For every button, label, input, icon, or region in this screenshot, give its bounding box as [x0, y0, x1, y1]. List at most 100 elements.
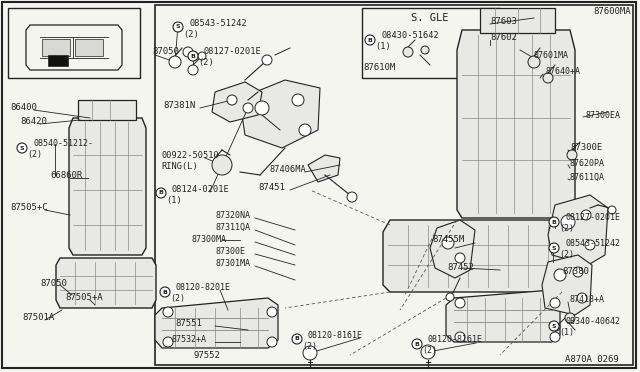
Circle shape: [163, 337, 173, 347]
Text: 97552: 97552: [193, 350, 220, 359]
Text: (2): (2): [559, 224, 574, 234]
Circle shape: [212, 155, 232, 175]
Text: 87380: 87380: [562, 267, 589, 276]
Circle shape: [549, 217, 559, 227]
Text: (1): (1): [375, 42, 391, 51]
Circle shape: [577, 293, 587, 303]
Circle shape: [608, 206, 616, 214]
Text: 87301MA: 87301MA: [215, 260, 250, 269]
Text: (2): (2): [198, 58, 214, 67]
Text: 87050: 87050: [152, 48, 179, 57]
Circle shape: [421, 46, 429, 54]
Text: 87532+A: 87532+A: [172, 336, 207, 344]
Text: S: S: [552, 324, 556, 328]
Circle shape: [303, 346, 317, 360]
Text: B: B: [367, 38, 372, 42]
Circle shape: [267, 337, 277, 347]
Circle shape: [455, 332, 465, 342]
Text: S: S: [20, 145, 24, 151]
Circle shape: [292, 94, 304, 106]
Text: 86400: 86400: [10, 103, 37, 112]
Text: 87311QA: 87311QA: [215, 222, 250, 231]
Text: B: B: [294, 337, 300, 341]
Text: S: S: [176, 25, 180, 29]
Bar: [42, 39, 70, 56]
Text: 87300E: 87300E: [570, 144, 602, 153]
Text: 87300EA: 87300EA: [586, 110, 621, 119]
Text: 08543-51242: 08543-51242: [565, 240, 620, 248]
Bar: [78, 100, 136, 120]
Circle shape: [543, 73, 553, 83]
Bar: [8, 8, 140, 78]
Polygon shape: [548, 195, 608, 265]
Circle shape: [169, 56, 181, 68]
Text: 08540-51212-: 08540-51212-: [33, 140, 93, 148]
Text: 08340-40642: 08340-40642: [565, 317, 620, 327]
Text: 87418+A: 87418+A: [570, 295, 605, 305]
Text: 87602: 87602: [490, 33, 517, 42]
Text: 87640+A: 87640+A: [545, 67, 580, 77]
Circle shape: [528, 56, 540, 68]
Text: S: S: [552, 246, 556, 250]
Text: B: B: [159, 190, 163, 196]
Text: 87050: 87050: [40, 279, 67, 288]
Circle shape: [455, 253, 465, 263]
Text: 08543-51242: 08543-51242: [189, 19, 247, 28]
Text: 66860R: 66860R: [50, 170, 83, 180]
Text: 08127-0201E: 08127-0201E: [204, 48, 262, 57]
Bar: [155, 5, 633, 365]
Text: (1): (1): [559, 328, 574, 337]
Text: 08120-8161E: 08120-8161E: [428, 336, 483, 344]
Circle shape: [17, 143, 27, 153]
Text: 87452: 87452: [447, 263, 474, 273]
Text: (1): (1): [166, 196, 182, 205]
Text: 08124-0201E: 08124-0201E: [172, 185, 230, 193]
Circle shape: [188, 51, 198, 61]
Circle shape: [549, 243, 559, 253]
Polygon shape: [446, 290, 560, 342]
Polygon shape: [212, 82, 262, 122]
Polygon shape: [26, 25, 122, 70]
Text: 87611QA: 87611QA: [570, 173, 605, 182]
Circle shape: [552, 323, 560, 331]
Circle shape: [550, 332, 560, 342]
Text: 87600MA: 87600MA: [593, 7, 630, 16]
Circle shape: [173, 22, 183, 32]
Circle shape: [403, 47, 413, 57]
Text: S. GLE: S. GLE: [412, 13, 449, 23]
Polygon shape: [308, 155, 340, 182]
Polygon shape: [69, 118, 146, 255]
Circle shape: [198, 52, 206, 60]
Circle shape: [554, 269, 566, 281]
Text: (2): (2): [27, 151, 42, 160]
Text: 87601MA: 87601MA: [533, 51, 568, 60]
Circle shape: [299, 124, 311, 136]
Circle shape: [292, 334, 302, 344]
Text: (2): (2): [302, 341, 317, 350]
Text: 87300E: 87300E: [215, 247, 245, 257]
Circle shape: [421, 345, 435, 359]
Text: B: B: [415, 341, 419, 346]
Circle shape: [347, 192, 357, 202]
Bar: [75, 39, 103, 56]
Circle shape: [567, 150, 577, 160]
Circle shape: [262, 55, 272, 65]
Text: 08430-51642: 08430-51642: [381, 32, 439, 41]
Circle shape: [581, 210, 591, 220]
Circle shape: [255, 101, 269, 115]
Circle shape: [585, 240, 595, 250]
Text: 87406MA: 87406MA: [270, 166, 307, 174]
Text: 08127-0201E: 08127-0201E: [565, 214, 620, 222]
Text: 08120-8161E: 08120-8161E: [308, 330, 363, 340]
Circle shape: [442, 237, 454, 249]
Text: (2): (2): [559, 250, 574, 260]
Circle shape: [561, 215, 575, 229]
Bar: [480, 8, 555, 33]
Circle shape: [549, 321, 559, 331]
Text: 87603: 87603: [490, 17, 517, 26]
Text: (2): (2): [422, 346, 437, 356]
Polygon shape: [457, 30, 575, 218]
Text: (2): (2): [170, 295, 185, 304]
Text: 08120-8201E: 08120-8201E: [176, 283, 231, 292]
Text: 87505+C: 87505+C: [10, 203, 47, 212]
